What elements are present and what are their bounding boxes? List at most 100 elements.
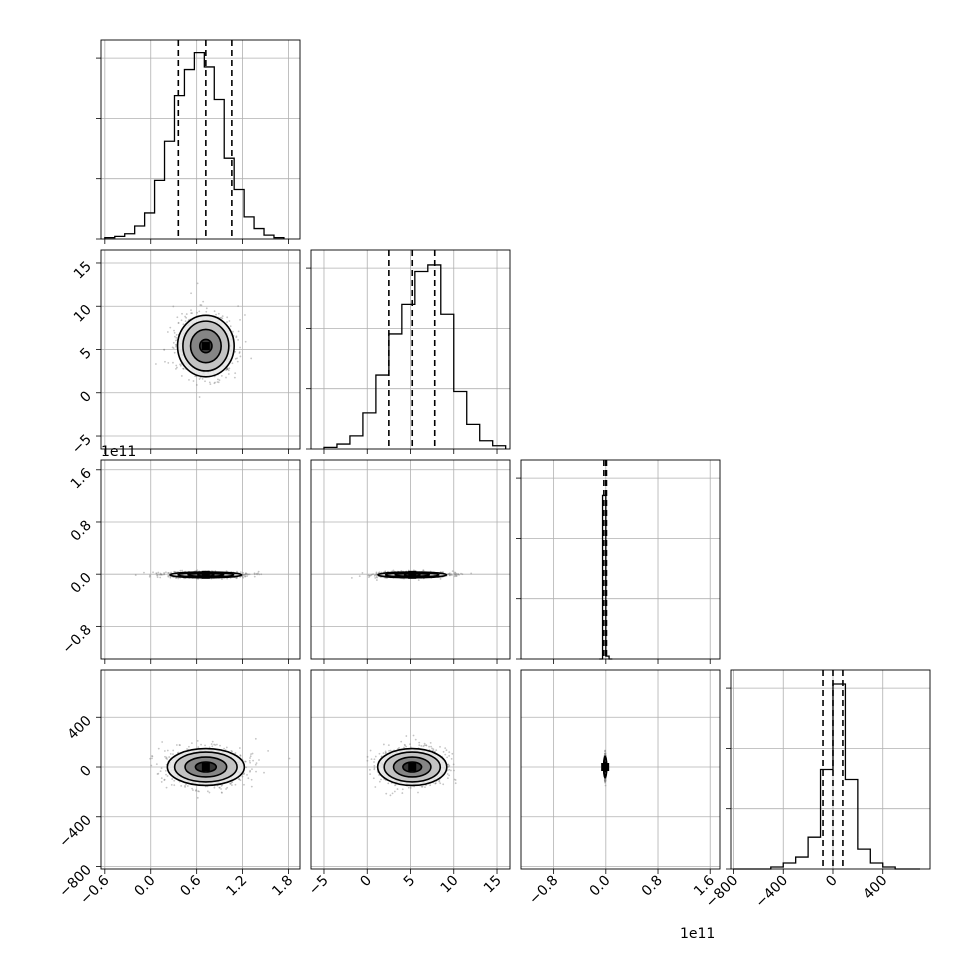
- scatter-point: [445, 749, 448, 752]
- scatter-point: [225, 788, 227, 790]
- scatter-point: [238, 352, 241, 354]
- scatter-point: [159, 572, 162, 575]
- scatter-point: [174, 343, 177, 346]
- scatter-point: [225, 369, 228, 371]
- scatter-point: [470, 572, 473, 575]
- scatter-point: [226, 367, 228, 370]
- panel-frame: [310, 249, 511, 450]
- scatter-point: [218, 379, 221, 382]
- scatter-point: [403, 746, 405, 749]
- scatter-point: [255, 770, 257, 773]
- scatter-point: [213, 310, 216, 313]
- scatter-point: [450, 573, 453, 576]
- scatter-point: [155, 363, 157, 365]
- scatter-point: [216, 743, 218, 746]
- scatter-point: [175, 336, 178, 339]
- histogram-1: [323, 264, 507, 449]
- scatter-point: [450, 757, 453, 760]
- scatter-point: [192, 380, 195, 382]
- scatter-point: [247, 573, 250, 576]
- scatter-point: [423, 742, 426, 745]
- scatter-point: [257, 570, 260, 573]
- scatter-point: [255, 572, 258, 575]
- scatter-point: [254, 737, 257, 740]
- scatter-point: [244, 340, 247, 343]
- scatter-point: [244, 573, 247, 576]
- scatter-point: [157, 571, 160, 574]
- scatter-point: [165, 786, 168, 789]
- scatter-point: [202, 300, 205, 303]
- scatter-point: [156, 574, 158, 577]
- scatter-point: [288, 757, 291, 760]
- scatter-point: [604, 752, 607, 755]
- scatter-point: [239, 779, 242, 782]
- scatter-point: [216, 378, 219, 381]
- scatter-point: [205, 310, 208, 313]
- scatter-point: [198, 790, 200, 793]
- scatter-point: [200, 304, 203, 307]
- scatter-point: [226, 577, 229, 580]
- scatter-point: [214, 744, 217, 746]
- scatter-point: [156, 773, 159, 775]
- scatter-point: [169, 576, 172, 579]
- scatter-point: [175, 334, 178, 336]
- scatter-point: [181, 569, 184, 572]
- scatter-point: [238, 778, 241, 781]
- scatter-point: [434, 782, 437, 785]
- density-peak: [408, 570, 417, 579]
- scatter-point: [197, 746, 200, 749]
- scatter-point: [231, 362, 234, 365]
- panel-3-1: [310, 669, 511, 874]
- scatter-point: [163, 779, 166, 781]
- scatter-point: [223, 747, 225, 750]
- scatter-point: [176, 316, 179, 319]
- scatter-point: [450, 574, 453, 577]
- scatter-point: [226, 786, 229, 789]
- scatter-point: [170, 571, 172, 574]
- scatter-point: [180, 319, 183, 322]
- scatter-point: [163, 750, 166, 752]
- scatter-point: [253, 572, 256, 575]
- scatter-point: [405, 735, 408, 737]
- panel-frame: [520, 459, 721, 660]
- scatter-point: [394, 784, 396, 787]
- scatter-point: [165, 757, 168, 760]
- scatter-point: [179, 744, 181, 747]
- scatter-point: [455, 573, 458, 576]
- scatter-point: [177, 322, 180, 325]
- panel-0-0: [96, 39, 301, 244]
- scatter-point: [196, 796, 199, 799]
- scatter-point: [457, 573, 460, 576]
- scatter-point: [184, 315, 187, 318]
- scatter-point: [453, 778, 456, 781]
- scatter-point: [384, 570, 387, 573]
- scatter-point: [448, 572, 451, 575]
- scatter-point: [254, 763, 257, 766]
- scatter-point: [257, 572, 259, 575]
- scatter-point: [185, 783, 187, 786]
- scatter-point: [250, 778, 253, 781]
- scatter-point: [225, 376, 227, 379]
- scatter-point: [167, 571, 170, 574]
- scatter-point: [160, 573, 163, 576]
- scatter-point: [423, 744, 426, 747]
- scatter-point: [188, 378, 190, 381]
- scatter-point: [161, 573, 163, 576]
- scatter-point: [232, 330, 234, 333]
- scatter-point: [458, 573, 461, 576]
- scatter-point: [409, 787, 412, 789]
- scatter-point: [206, 790, 209, 793]
- scatter-point: [237, 330, 240, 333]
- scatter-point: [388, 749, 391, 752]
- scatter-point: [159, 573, 162, 576]
- scatter-point: [149, 757, 152, 760]
- scatter-point: [174, 339, 177, 342]
- scatter-point: [430, 745, 432, 748]
- scatter-point: [234, 752, 237, 754]
- scatter-point: [449, 574, 451, 577]
- scatter-point: [392, 569, 395, 572]
- scatter-point: [184, 786, 186, 788]
- scatter-point: [178, 744, 181, 746]
- panel-1-0: [96, 249, 301, 454]
- scatter-point: [159, 576, 162, 579]
